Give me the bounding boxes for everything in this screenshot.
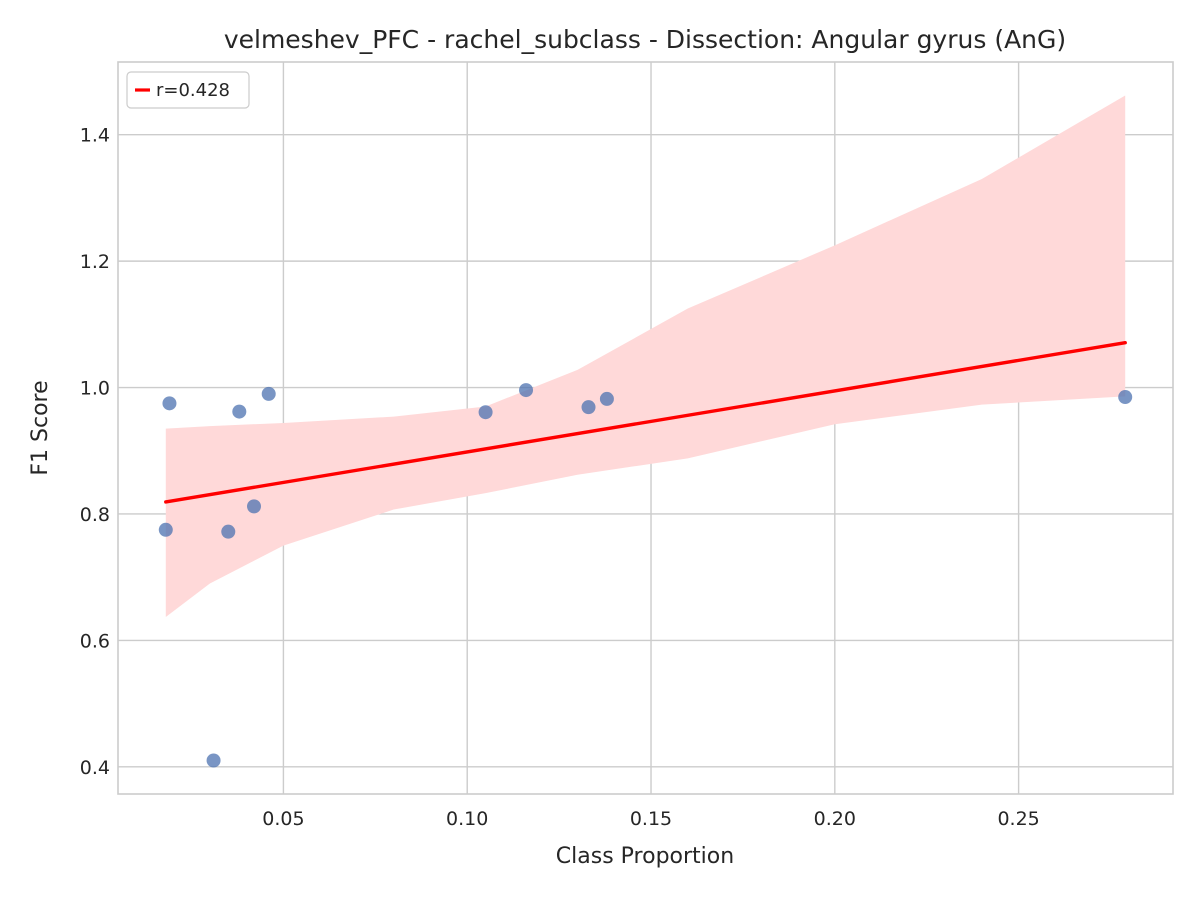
data-point [1118,390,1133,405]
data-point [581,400,596,415]
confidence-band [165,95,1126,618]
legend-box [126,71,250,109]
data-point [478,405,493,420]
x-tick-labels: 0.05 0.10 0.15 0.20 0.25 [262,808,1040,830]
data-point [158,522,173,537]
plot-frame [117,61,1174,795]
y-tick-label: 0.4 [80,757,110,779]
x-tick-label: 0.25 [997,808,1039,830]
y-tick-label: 1.4 [80,125,110,147]
data-point [162,396,177,411]
x-tick-label: 0.10 [446,808,488,830]
x-tick-label: 0.15 [630,808,672,830]
y-tick-label: 0.6 [80,630,110,652]
y-tick-label: 1.0 [80,378,110,400]
data-point [599,391,614,406]
legend: r=0.428 [126,71,250,109]
chart-title: velmeshev_PFC - rachel_subclass - Dissec… [224,25,1066,54]
legend-label: r=0.428 [156,80,230,101]
data-point [232,404,247,419]
x-tick-label: 0.20 [814,808,856,830]
y-axis-label: F1 Score [28,380,53,475]
data-point [261,386,276,401]
data-point [247,499,262,514]
regression-line-layer [164,340,1127,504]
regression-line [164,340,1127,504]
data-point [221,524,236,539]
data-point [519,383,534,398]
data-point [206,753,221,768]
y-tick-labels: 0.4 0.6 0.8 1.0 1.2 1.4 [80,125,110,779]
y-tick-label: 0.8 [80,504,110,526]
x-tick-label: 0.05 [262,808,304,830]
scatter-points-layer [158,383,1133,768]
x-axis-label: Class Proportion [556,844,734,869]
confidence-band-layer [165,95,1126,618]
y-tick-label: 1.2 [80,251,110,273]
